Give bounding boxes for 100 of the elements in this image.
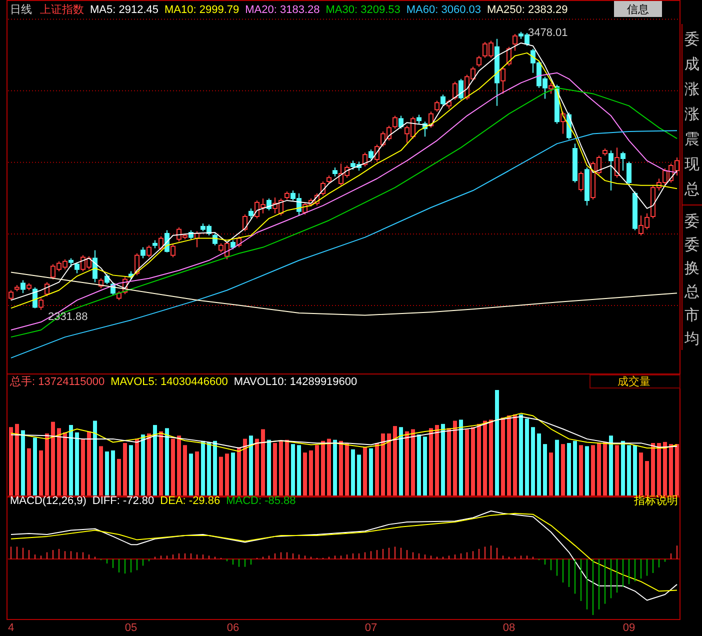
text: 涨 xyxy=(684,106,700,123)
bar xyxy=(357,454,361,496)
text: 总 xyxy=(684,181,700,198)
bar xyxy=(375,443,379,496)
bar xyxy=(141,434,145,496)
bar xyxy=(465,429,469,496)
bar xyxy=(513,414,517,496)
bar xyxy=(135,438,139,496)
text: 成 xyxy=(684,56,700,73)
bar xyxy=(423,436,427,496)
text: 均 xyxy=(684,330,700,348)
bar xyxy=(267,440,271,496)
text: 信息 xyxy=(627,3,649,16)
bar xyxy=(225,454,229,496)
bar xyxy=(537,433,541,496)
bar xyxy=(111,450,115,496)
text: MA30: 3209.53 xyxy=(326,4,400,16)
bar xyxy=(489,420,493,496)
bar xyxy=(279,440,283,496)
text: MA20: 3183.28 xyxy=(245,4,320,16)
x-tick-label: 06 xyxy=(226,622,240,634)
bar xyxy=(381,433,385,496)
bar xyxy=(195,451,199,496)
bar xyxy=(255,438,259,496)
text: MAVOL5: 14030446600 xyxy=(110,376,228,388)
bar xyxy=(627,445,631,496)
bar xyxy=(51,422,55,496)
bar xyxy=(483,420,487,496)
text: 委 xyxy=(684,236,700,254)
bar xyxy=(429,428,433,496)
text: 成交量 xyxy=(618,375,650,388)
bar xyxy=(459,420,463,496)
candlestick xyxy=(494,38,500,106)
bar xyxy=(159,431,163,496)
bar xyxy=(231,452,235,496)
bar xyxy=(387,433,391,496)
bar xyxy=(327,438,331,496)
bar xyxy=(531,427,535,496)
bar xyxy=(345,443,349,496)
bar xyxy=(123,443,127,496)
bar xyxy=(9,427,13,496)
bar xyxy=(501,418,505,496)
bar xyxy=(525,418,529,496)
bar xyxy=(417,434,421,496)
bar xyxy=(273,443,277,496)
bar xyxy=(507,415,511,496)
bar xyxy=(153,424,157,496)
bar xyxy=(339,440,343,496)
bar xyxy=(207,442,211,496)
x-tick-label: 4 xyxy=(8,622,14,634)
bar xyxy=(321,440,325,496)
bar xyxy=(93,420,97,496)
bar xyxy=(549,452,553,496)
bar xyxy=(309,450,313,496)
bar xyxy=(21,430,25,496)
bar xyxy=(561,444,565,496)
bar xyxy=(579,445,583,496)
bar xyxy=(171,438,175,496)
bar xyxy=(405,431,409,496)
bar xyxy=(129,445,133,496)
chart-subtitle: 日线 xyxy=(10,3,32,16)
bar xyxy=(285,440,289,496)
bar xyxy=(585,446,589,496)
text: MA5: 2912.45 xyxy=(90,4,158,16)
text: MA60: 3060.03 xyxy=(406,4,481,16)
text: 委 xyxy=(684,31,700,48)
x-tick-label: 05 xyxy=(124,622,138,634)
bar xyxy=(99,446,103,496)
bar xyxy=(249,436,253,496)
bar xyxy=(363,447,367,496)
bar xyxy=(189,454,193,496)
bar xyxy=(147,433,151,496)
bar xyxy=(411,429,415,496)
bar xyxy=(315,445,319,496)
bar xyxy=(399,427,403,496)
bar xyxy=(495,390,499,496)
bar xyxy=(369,448,373,496)
bar xyxy=(555,440,559,496)
x-tick-label: 07 xyxy=(364,622,378,634)
bar xyxy=(441,424,445,496)
bar xyxy=(603,442,607,496)
bar xyxy=(177,436,181,496)
text: 市 xyxy=(684,307,700,324)
text: 震 xyxy=(684,131,700,148)
bar xyxy=(447,428,451,496)
chart-title: 上证指数 xyxy=(40,3,84,16)
text: MAVOL10: 14289919600 xyxy=(234,376,358,388)
bar xyxy=(597,443,601,496)
bar xyxy=(651,443,655,496)
bar xyxy=(351,449,355,496)
text: 换 xyxy=(684,260,700,277)
annotation: 指标说明 xyxy=(633,495,678,507)
bar xyxy=(297,445,301,496)
bar xyxy=(69,424,73,496)
bar xyxy=(639,452,643,496)
bar xyxy=(15,424,19,496)
text: MA250: 2383.29 xyxy=(487,4,568,16)
bar xyxy=(75,432,79,496)
bar xyxy=(57,428,61,496)
text: 现 xyxy=(684,156,700,173)
